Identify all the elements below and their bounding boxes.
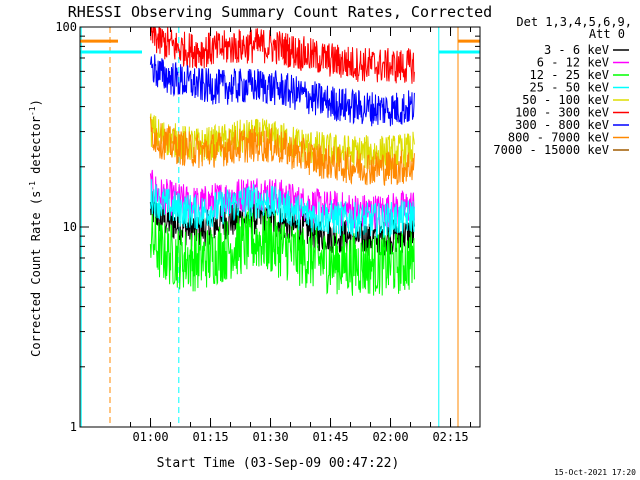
legend-label-6: 300 - 800 keV	[515, 118, 609, 132]
y-tick-label-2: 100	[55, 20, 77, 34]
x-tick-label-0: 01:00	[132, 430, 168, 444]
y-axis-label-end: )	[29, 99, 43, 106]
x-tick-label-1: 01:15	[192, 430, 228, 444]
series-line-2	[149, 210, 415, 296]
y-axis-label: Corrected Count Rate (s-1 detector-1)	[28, 99, 43, 357]
plot-area	[80, 27, 480, 427]
y-tick-label-1: 10	[63, 220, 77, 234]
legend-label-3: 25 - 50 keV	[530, 81, 609, 95]
x-tick-label-2: 01:30	[252, 430, 288, 444]
y-axis-label-sup1: -1	[28, 181, 37, 191]
series-line-7	[149, 116, 415, 186]
x-tick-label-3: 01:45	[312, 430, 348, 444]
series-line-3	[149, 179, 415, 239]
series-line-5	[150, 27, 415, 84]
legend-label-1: 6 - 12 keV	[537, 56, 609, 70]
legend-label-7: 800 - 7000 keV	[508, 131, 609, 145]
legend-label-5: 100 - 300 keV	[515, 106, 609, 120]
x-tick-label-5: 02:15	[432, 430, 468, 444]
series-line-6	[149, 54, 415, 127]
y-axis-label-sup2: -1	[28, 106, 37, 116]
legend-header-2: Att 0	[589, 27, 625, 41]
chart-title: RHESSI Observing Summary Count Rates, Co…	[68, 3, 492, 21]
x-axis-label: Start Time (03-Sep-09 00:47:22)	[157, 456, 400, 471]
y-axis-label-mid: detector	[29, 116, 43, 181]
legend-label-0: 3 - 6 keV	[544, 43, 609, 57]
legend-label-4: 50 - 100 keV	[522, 93, 609, 107]
y-axis-label-main: Corrected Count Rate (s	[29, 191, 43, 357]
legend-label-8: 7000 - 15000 keV	[493, 143, 609, 157]
plot-clipped-group	[80, 27, 480, 427]
y-tick-label-0: 1	[70, 420, 77, 434]
legend-label-2: 12 - 25 keV	[530, 68, 609, 82]
legend-header-1: Det 1,3,4,5,6,9,	[516, 15, 632, 29]
footer-timestamp: 15-Oct-2021 17:20	[554, 468, 636, 477]
x-tick-label-4: 02:00	[372, 430, 408, 444]
axes: 1 10 100 01:00 01:15 01:30 01:45 02:00 02:15	[55, 20, 481, 444]
